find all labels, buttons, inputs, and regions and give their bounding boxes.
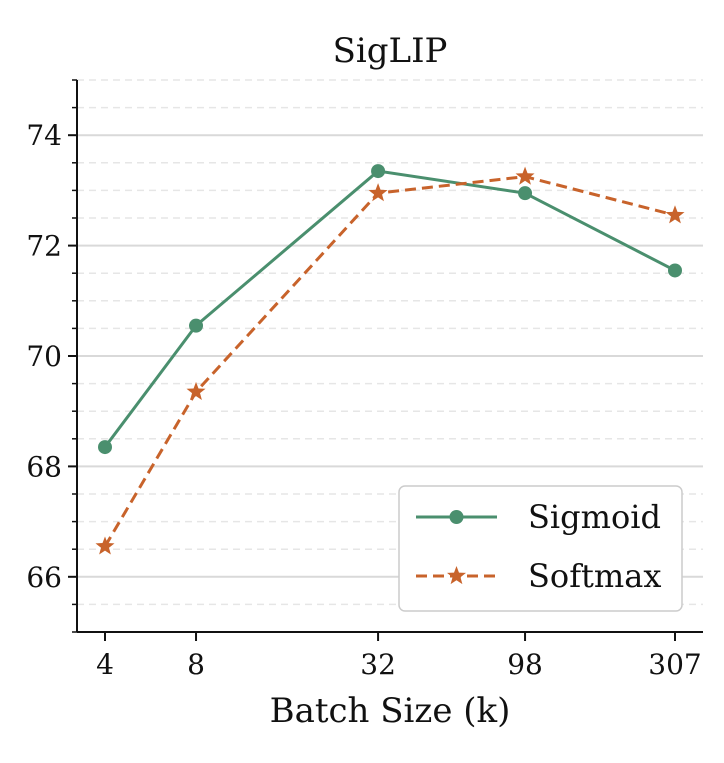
y-tick-label: 68 (26, 450, 62, 483)
data-point-softmax (95, 536, 115, 555)
data-point-sigmoid (98, 440, 112, 455)
x-tick-label: 8 (187, 648, 205, 681)
y-tick-label: 74 (26, 119, 62, 152)
legend-marker-softmax (446, 566, 467, 585)
legend-items: Sigmoid Softmax (416, 498, 661, 595)
legend-marker-sigmoid (449, 510, 464, 524)
x-tick-label: 32 (360, 648, 396, 681)
grid (77, 79, 703, 606)
legend: Sigmoid Softmax (398, 485, 683, 612)
data-point-softmax (368, 183, 388, 202)
legend-label-sigmoid: Sigmoid (528, 498, 661, 536)
y-tick-label: 70 (26, 340, 62, 373)
data-point-sigmoid (668, 263, 682, 278)
data-point-softmax (186, 381, 206, 400)
legend-label-softmax: Softmax (528, 557, 661, 595)
y-tick-label: 66 (26, 561, 62, 594)
data-point-sigmoid (518, 186, 533, 201)
axes: 66 68 70 72 74 4 8 32 98 307 (26, 79, 703, 681)
data-point-softmax (515, 166, 535, 185)
series-line-sigmoid (103, 169, 676, 448)
chart-title: SigLIP (333, 31, 448, 71)
x-tick-label: 307 (648, 648, 701, 681)
x-tick-label: 4 (96, 648, 114, 681)
x-tick-label: 98 (507, 648, 543, 681)
series-layer (95, 164, 685, 555)
data-point-softmax (665, 205, 685, 224)
x-axis-label: Batch Size (k) (270, 691, 511, 731)
y-tick-label: 72 (26, 230, 62, 263)
data-point-sigmoid (371, 164, 386, 179)
data-point-sigmoid (189, 318, 204, 333)
